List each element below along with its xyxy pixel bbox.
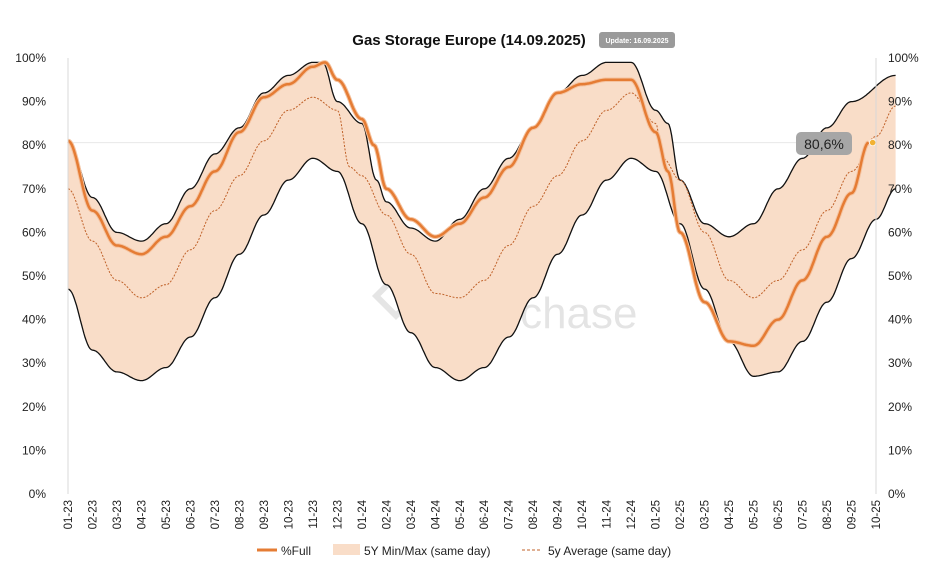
x-tick: 05-25 bbox=[749, 500, 761, 529]
update-badge-bg bbox=[599, 32, 675, 48]
y-tick-left: 90% bbox=[22, 95, 46, 109]
x-tick: 09-23 bbox=[259, 500, 271, 529]
y-tick-left: 30% bbox=[22, 356, 46, 370]
x-tick: 08-25 bbox=[822, 500, 834, 529]
x-tick: 06-23 bbox=[185, 500, 197, 529]
x-tick: 09-25 bbox=[847, 500, 859, 529]
y-tick-right: 0% bbox=[888, 487, 906, 501]
x-tick: 05-23 bbox=[161, 500, 173, 529]
last-value-dot bbox=[869, 138, 877, 147]
x-tick: 02-24 bbox=[381, 499, 393, 529]
x-tick: 12-24 bbox=[626, 499, 638, 529]
y-tick-right: 40% bbox=[888, 313, 912, 327]
x-tick: 10-24 bbox=[577, 499, 589, 529]
x-tick: 01-25 bbox=[651, 500, 663, 529]
y-tick-right: 80% bbox=[888, 138, 912, 152]
full-line bbox=[67, 61, 870, 348]
x-tick: 10-23 bbox=[283, 500, 295, 529]
plot-area bbox=[67, 58, 896, 494]
x-tick: 04-24 bbox=[430, 499, 442, 529]
x-tick: 03-25 bbox=[700, 500, 712, 529]
x-tick: 05-24 bbox=[455, 499, 467, 529]
x-tick: 06-24 bbox=[479, 499, 491, 529]
y-tick-left: 20% bbox=[22, 400, 46, 414]
x-tick: 11-24 bbox=[602, 499, 614, 528]
x-tick: 06-25 bbox=[773, 500, 785, 529]
y-tick-left: 10% bbox=[22, 443, 46, 457]
y-tick-right: 90% bbox=[888, 95, 912, 109]
x-tick: 02-23 bbox=[87, 500, 99, 529]
chart-title: Gas Storage Europe (14.09.2025) bbox=[352, 32, 585, 49]
x-tick: 08-24 bbox=[528, 499, 540, 529]
legend: %Full 5Y Min/Max (same day) 5y Average (… bbox=[257, 544, 671, 558]
x-tick: 03-23 bbox=[112, 500, 124, 529]
x-tick: 04-23 bbox=[136, 500, 148, 529]
y-axis-left: 0% 10% 20% 30% 40% 50% 60% 70% 80% 90% 100% bbox=[15, 51, 46, 501]
x-tick: 07-24 bbox=[504, 499, 516, 529]
y-tick-right: 100% bbox=[888, 51, 919, 65]
last-value-label: 80,6% bbox=[796, 132, 852, 155]
y-tick-left: 100% bbox=[15, 51, 46, 65]
legend-band: 5Y Min/Max (same day) bbox=[364, 544, 491, 558]
y-tick-left: 60% bbox=[22, 225, 46, 239]
x-tick: 07-25 bbox=[798, 500, 810, 529]
x-tick: 09-24 bbox=[553, 499, 565, 529]
last-value-label-bg bbox=[796, 132, 852, 155]
y-tick-right: 20% bbox=[888, 400, 912, 414]
x-tick: 07-23 bbox=[210, 500, 222, 529]
y-tick-right: 60% bbox=[888, 225, 912, 239]
y-tick-right: 70% bbox=[888, 182, 912, 196]
y-tick-left: 0% bbox=[29, 487, 47, 501]
x-tick: 12-23 bbox=[332, 500, 344, 529]
legend-full: %Full bbox=[281, 544, 311, 558]
x-tick: 02-25 bbox=[675, 500, 687, 529]
y-tick-right: 10% bbox=[888, 443, 912, 457]
x-tick: 08-23 bbox=[234, 500, 246, 529]
x-tick: 11-23 bbox=[308, 500, 320, 529]
y-tick-right: 30% bbox=[888, 356, 912, 370]
update-badge: Update: 16.09.2025 bbox=[605, 38, 668, 45]
legend-average: 5y Average (same day) bbox=[548, 544, 671, 558]
y-tick-right: 50% bbox=[888, 269, 912, 283]
band-max-line bbox=[67, 61, 896, 242]
y-axis-right: 0% 10% 20% 30% 40% 50% 60% 70% 80% 90% 100% bbox=[888, 51, 919, 501]
y-tick-left: 50% bbox=[22, 269, 46, 283]
average-line bbox=[67, 92, 896, 299]
band-min-line bbox=[67, 157, 896, 382]
x-axis: 01-23 02-23 03-23 04-23 05-23 06-23 07-23 08-23… bbox=[63, 499, 883, 529]
y-tick-left: 40% bbox=[22, 313, 46, 327]
last-value-text: 80,6% bbox=[804, 136, 844, 152]
band-area bbox=[68, 62, 896, 381]
x-tick: 01-23 bbox=[63, 500, 75, 529]
x-tick: 04-25 bbox=[724, 500, 736, 529]
y-tick-left: 80% bbox=[22, 138, 46, 152]
y-tick-left: 70% bbox=[22, 182, 46, 196]
x-tick: 01-24 bbox=[357, 499, 369, 529]
x-tick: 10-25 bbox=[871, 500, 883, 529]
legend-swatch-band bbox=[333, 544, 360, 555]
x-tick: 03-24 bbox=[406, 499, 418, 529]
